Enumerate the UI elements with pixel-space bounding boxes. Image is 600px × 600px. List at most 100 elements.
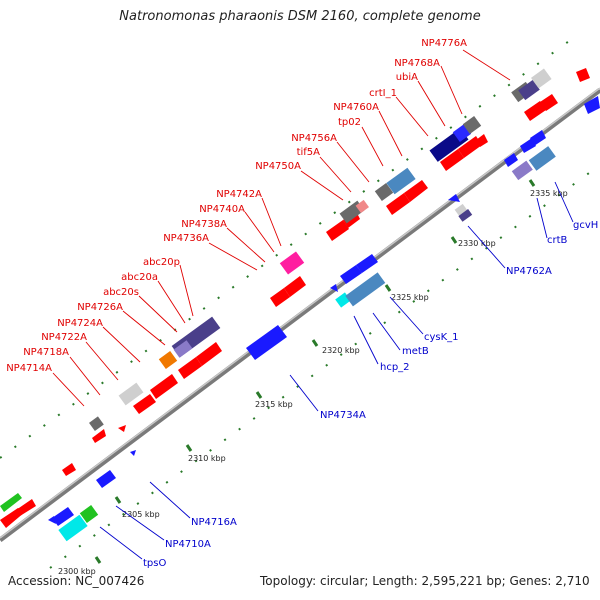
- gene-label[interactable]: NP4734A: [320, 410, 366, 421]
- leader-line: [289, 374, 319, 412]
- gene-label[interactable]: tp02: [338, 117, 361, 128]
- gene-label[interactable]: NP4710A: [165, 539, 211, 550]
- gene-arrow-forward[interactable]: [150, 374, 178, 399]
- gene-label[interactable]: NP4714A: [6, 363, 52, 374]
- track-guides: [0, 32, 600, 569]
- gene-label[interactable]: abc20a: [121, 272, 158, 283]
- scale-ticks: [94, 179, 536, 564]
- topology-text: Topology: circular; Length: 2,595,221 bp…: [260, 574, 590, 588]
- gene-label[interactable]: NP4762A: [506, 266, 552, 277]
- gene-arrow-reverse[interactable]: [52, 507, 74, 526]
- gene-label[interactable]: metB: [402, 346, 429, 357]
- gene-arrow-forward[interactable]: [133, 394, 156, 414]
- gene-block[interactable]: [279, 251, 305, 275]
- gene-label[interactable]: abc20p: [143, 257, 180, 268]
- gene-block[interactable]: [454, 203, 468, 217]
- gene-arrow-reverse[interactable]: [584, 96, 600, 114]
- gene-arrow-forward[interactable]: [196, 342, 222, 366]
- gene-label[interactable]: tif5A: [297, 147, 321, 158]
- gene-label[interactable]: NP4768A: [394, 58, 440, 69]
- leader-line: [389, 296, 424, 335]
- gene-arrow-forward[interactable]: [16, 499, 36, 516]
- leader-line: [122, 310, 166, 346]
- gene-block[interactable]: [458, 209, 473, 222]
- gene-arrow-forward[interactable]: [326, 220, 349, 241]
- gene-label[interactable]: crtB: [547, 235, 568, 246]
- gene-block[interactable]: [173, 340, 193, 358]
- gene-arrow-forward[interactable]: [178, 357, 202, 379]
- gene-arrow-reverse[interactable]: [130, 450, 136, 456]
- leader-line: [300, 170, 344, 201]
- leader-line: [157, 280, 186, 324]
- gene-label[interactable]: NP4718A: [23, 347, 69, 358]
- gene-arrow-forward[interactable]: [476, 134, 488, 147]
- gene-arrow-forward[interactable]: [458, 136, 482, 158]
- gene-block[interactable]: [89, 416, 104, 431]
- scale-label: 2310 kbp: [188, 454, 226, 463]
- gene-arrow-forward[interactable]: [440, 149, 464, 171]
- gene-arrow-reverse[interactable]: [530, 130, 546, 146]
- gene-label[interactable]: tpsO: [143, 558, 166, 569]
- gene-block[interactable]: [345, 272, 386, 307]
- scale-label: 2325 kbp: [391, 293, 429, 302]
- leader-line: [138, 295, 178, 333]
- gene-label[interactable]: NP4776A: [421, 38, 467, 49]
- gene-label[interactable]: gcvH: [573, 220, 598, 231]
- scale-tick: [311, 339, 319, 347]
- gene-arrow-forward[interactable]: [92, 429, 106, 443]
- gene-arrow-reverse[interactable]: [96, 470, 116, 488]
- gene-label[interactable]: NP4726A: [77, 302, 123, 313]
- gene-arrow-reverse[interactable]: [356, 254, 378, 273]
- gene-block[interactable]: [528, 146, 556, 171]
- gene-label[interactable]: NP4738A: [181, 219, 227, 230]
- gene-block[interactable]: [79, 505, 99, 523]
- scale-tick: [255, 391, 263, 399]
- gene-arrow-forward[interactable]: [524, 101, 546, 121]
- leader-line: [85, 341, 119, 381]
- gene-arrow-reverse[interactable]: [448, 194, 460, 202]
- gene-label[interactable]: NP4742A: [216, 189, 262, 200]
- gene-block[interactable]: [158, 351, 178, 369]
- gene-block[interactable]: [511, 160, 533, 181]
- gene-arrow-forward[interactable]: [404, 180, 428, 202]
- gene-block[interactable]: [118, 382, 144, 406]
- gene-block[interactable]: [386, 167, 416, 195]
- genome-title: Natronomonas pharaonis DSM 2160, complet…: [119, 9, 481, 24]
- gene-arrow-forward[interactable]: [386, 193, 410, 215]
- gene-label[interactable]: crtI_1: [369, 88, 397, 99]
- gene-label[interactable]: NP4716A: [191, 517, 237, 528]
- gene-arrow-reverse[interactable]: [340, 265, 362, 284]
- gene-arrow-reverse[interactable]: [246, 325, 287, 360]
- gene-block[interactable]: [58, 514, 88, 542]
- gene-label[interactable]: NP4750A: [255, 161, 301, 172]
- gene-arrow-forward[interactable]: [62, 463, 76, 476]
- gene-label[interactable]: hcp_2: [380, 362, 410, 373]
- leader-line: [378, 110, 403, 157]
- gene-arrow-forward[interactable]: [0, 493, 22, 512]
- gene-label[interactable]: abc20s: [103, 287, 139, 298]
- gene-label[interactable]: NP4722A: [41, 332, 87, 343]
- gene-arrow-forward[interactable]: [284, 276, 306, 297]
- gene-label[interactable]: cysK_1: [424, 332, 459, 343]
- gene-label[interactable]: NP4740A: [199, 204, 245, 215]
- leader-line: [462, 49, 511, 81]
- gene-block[interactable]: [374, 183, 394, 201]
- gene-arrow-forward[interactable]: [540, 94, 558, 111]
- gene-label[interactable]: ubiA: [396, 72, 418, 83]
- gene-label[interactable]: NP4756A: [291, 133, 337, 144]
- gene-block[interactable]: [355, 199, 369, 213]
- gene-block[interactable]: [518, 79, 540, 101]
- gene-arrow-forward[interactable]: [270, 288, 290, 307]
- gene-arrow-reverse[interactable]: [330, 284, 338, 292]
- gene-block[interactable]: [462, 116, 482, 134]
- gene-label[interactable]: NP4736A: [163, 233, 209, 244]
- gene-arrow-forward[interactable]: [576, 68, 590, 82]
- gene-arrow-reverse[interactable]: [48, 516, 56, 524]
- gene-label[interactable]: NP4760A: [333, 102, 379, 113]
- gene-label[interactable]: NP4724A: [57, 318, 103, 329]
- gene-block[interactable]: [531, 68, 552, 89]
- gene-arrow-forward[interactable]: [118, 425, 126, 432]
- leader-line: [440, 65, 463, 115]
- gene-arrow-reverse[interactable]: [504, 153, 518, 167]
